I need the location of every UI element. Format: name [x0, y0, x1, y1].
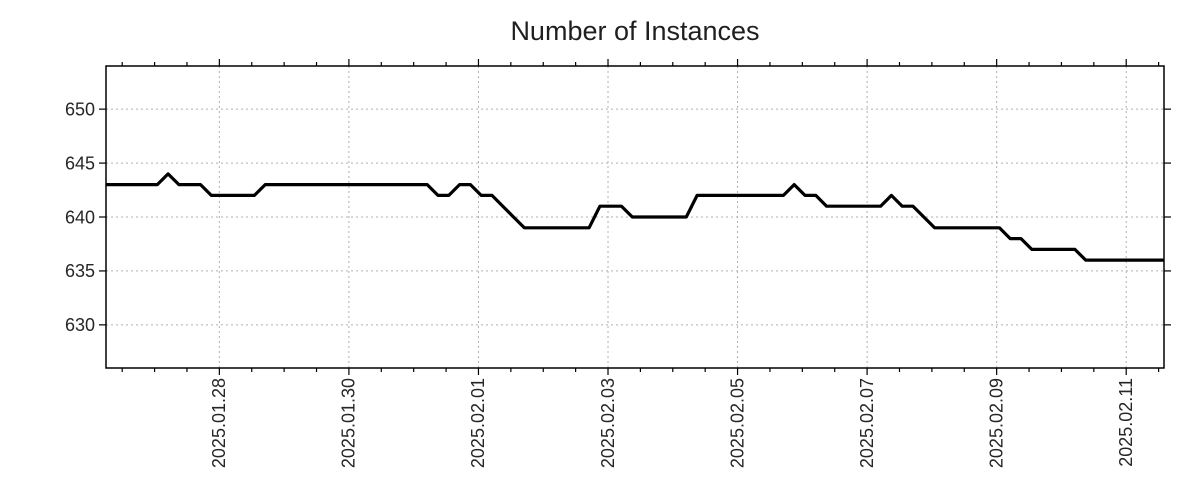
y-tick-label: 640 — [65, 207, 95, 227]
x-tick-label: 2025.02.07 — [857, 378, 877, 468]
tick-layer — [99, 59, 1171, 375]
x-tick-label: 2025.02.11 — [1116, 378, 1136, 467]
series-layer — [106, 172, 1164, 262]
y-tick-label: 630 — [65, 315, 95, 335]
y-tick-label: 650 — [65, 99, 95, 119]
x-tick-label: 2025.02.03 — [598, 378, 618, 468]
y-tick-label: 645 — [65, 153, 95, 173]
x-tick-label: 2025.02.05 — [727, 378, 747, 468]
grid-layer — [106, 66, 1164, 368]
axis-label-layer: 2025.01.28 2025.01.30 2025.02.01 2025.02.03… — [65, 99, 1136, 468]
chart-title: Number of Instances — [510, 16, 759, 46]
x-tick-label: 2025.01.28 — [209, 378, 229, 468]
data-series-line — [106, 172, 1164, 262]
x-tick-label: 2025.02.09 — [986, 378, 1006, 468]
y-tick-label: 635 — [65, 261, 95, 281]
x-tick-label: 2025.01.30 — [339, 378, 359, 468]
x-tick-label: 2025.02.01 — [468, 378, 488, 468]
